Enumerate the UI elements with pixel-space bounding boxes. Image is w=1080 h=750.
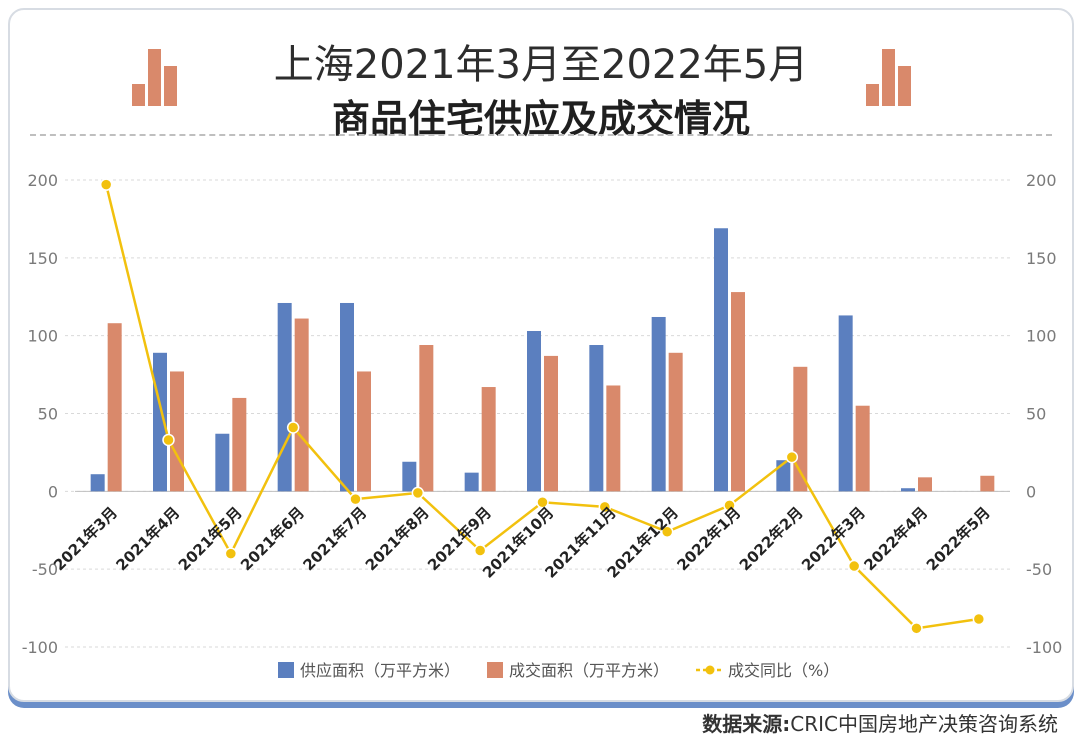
y-tick-label-right: -100 xyxy=(1026,638,1062,657)
bar-transaction xyxy=(419,345,434,492)
point-yoy xyxy=(723,499,736,512)
bar-supply xyxy=(776,460,791,492)
bar-supply xyxy=(901,488,915,492)
point-yoy xyxy=(847,559,861,573)
bar-transaction xyxy=(918,477,932,492)
chart-subtitle: 商品住宅供应及成交情况 xyxy=(331,97,750,141)
point-yoy xyxy=(910,622,923,635)
y-tick-label-left: 150 xyxy=(27,249,58,268)
y-tick-label-left: 200 xyxy=(27,171,58,190)
bar-supply xyxy=(402,461,417,492)
y-tick-label-left: 0 xyxy=(48,482,58,501)
bar-transaction xyxy=(855,405,870,492)
bar-supply xyxy=(527,330,541,492)
legend-swatch-supply xyxy=(278,662,294,678)
point-yoy xyxy=(598,500,612,514)
chart-plot: 200 200 150 150 100 100 50 50 0 0 -50 -50 -100 -100 20… xyxy=(22,171,1063,680)
y-tick-label-right: 150 xyxy=(1026,249,1057,268)
y-tick-label-right: 0 xyxy=(1026,482,1036,501)
x-tick-label: 2021年8月 xyxy=(362,503,433,574)
y-tick-label-left: 100 xyxy=(27,327,58,346)
legend-label-supply: 供应面积（万平方米） xyxy=(300,661,460,680)
bar-supply xyxy=(90,474,105,492)
point-yoy xyxy=(349,492,362,506)
bar-transaction xyxy=(294,318,309,492)
legend-label-yoy: 成交同比（%） xyxy=(728,661,839,680)
bar-transaction xyxy=(980,475,995,492)
data-source: 数据来源:CRIC中国房地产决策咨询系统 xyxy=(702,708,1058,737)
y-tick-label-left: -100 xyxy=(22,638,58,657)
point-yoy xyxy=(286,421,300,434)
bar-supply xyxy=(340,302,354,492)
x-tick-label: 2022年4月 xyxy=(860,503,931,574)
point-yoy xyxy=(473,544,487,557)
legend-label-transaction: 成交面积（万平方米） xyxy=(509,661,669,680)
point-yoy xyxy=(972,612,986,626)
x-tick-label: 2021年7月 xyxy=(299,503,370,574)
point-yoy xyxy=(411,486,425,500)
bar-chart-icon-left xyxy=(132,46,182,106)
bar-transaction xyxy=(481,387,496,492)
bar-supply xyxy=(651,316,666,492)
point-yoy xyxy=(536,495,549,509)
y-tick-label-left: -50 xyxy=(32,560,58,579)
bar-transaction xyxy=(170,371,184,492)
bar-transaction xyxy=(606,385,621,492)
title-divider xyxy=(30,134,1052,136)
source-text: CRIC中国房地产决策咨询系统 xyxy=(790,712,1058,736)
source-label: 数据来源: xyxy=(702,712,791,736)
x-tick-label: 2021年6月 xyxy=(237,503,308,574)
bar-supply xyxy=(215,433,230,492)
point-yoy xyxy=(660,525,674,539)
x-tick-label: 2022年2月 xyxy=(736,503,807,574)
bar-transaction xyxy=(232,397,247,492)
bar-transaction xyxy=(357,371,371,492)
bar-supply xyxy=(714,228,728,492)
y-tick-label-right: 50 xyxy=(1026,405,1046,424)
chart-card: 上海2021年3月至2022年5月 商品住宅供应及成交情况 xyxy=(8,8,1074,702)
x-tick-label: 2021年3月 xyxy=(50,503,121,574)
chart-title: 上海2021年3月至2022年5月 xyxy=(273,42,809,88)
bar-supply xyxy=(464,472,479,492)
point-yoy xyxy=(99,178,113,191)
y-tick-label-right: -50 xyxy=(1026,560,1052,579)
y-tick-label-left: 50 xyxy=(38,405,58,424)
y-tick-label-right: 100 xyxy=(1026,327,1057,346)
point-yoy xyxy=(224,547,238,560)
y-tick-label-right: 200 xyxy=(1026,171,1057,190)
bar-chart-icon-right xyxy=(866,46,916,106)
point-yoy xyxy=(785,450,799,464)
x-tick-label: 2022年5月 xyxy=(923,503,994,574)
point-yoy xyxy=(162,433,175,447)
bar-transaction xyxy=(668,352,683,492)
legend-swatch-transaction xyxy=(487,662,503,678)
x-tick-label: 2021年4月 xyxy=(112,503,183,574)
legend-swatch-yoy-dot xyxy=(705,665,715,675)
bar-transaction xyxy=(731,292,745,492)
bar-transaction xyxy=(107,323,122,492)
bar-supply xyxy=(277,302,292,492)
bar-transaction xyxy=(544,355,558,492)
bar-supply xyxy=(589,345,604,492)
bar-supply xyxy=(838,315,853,492)
